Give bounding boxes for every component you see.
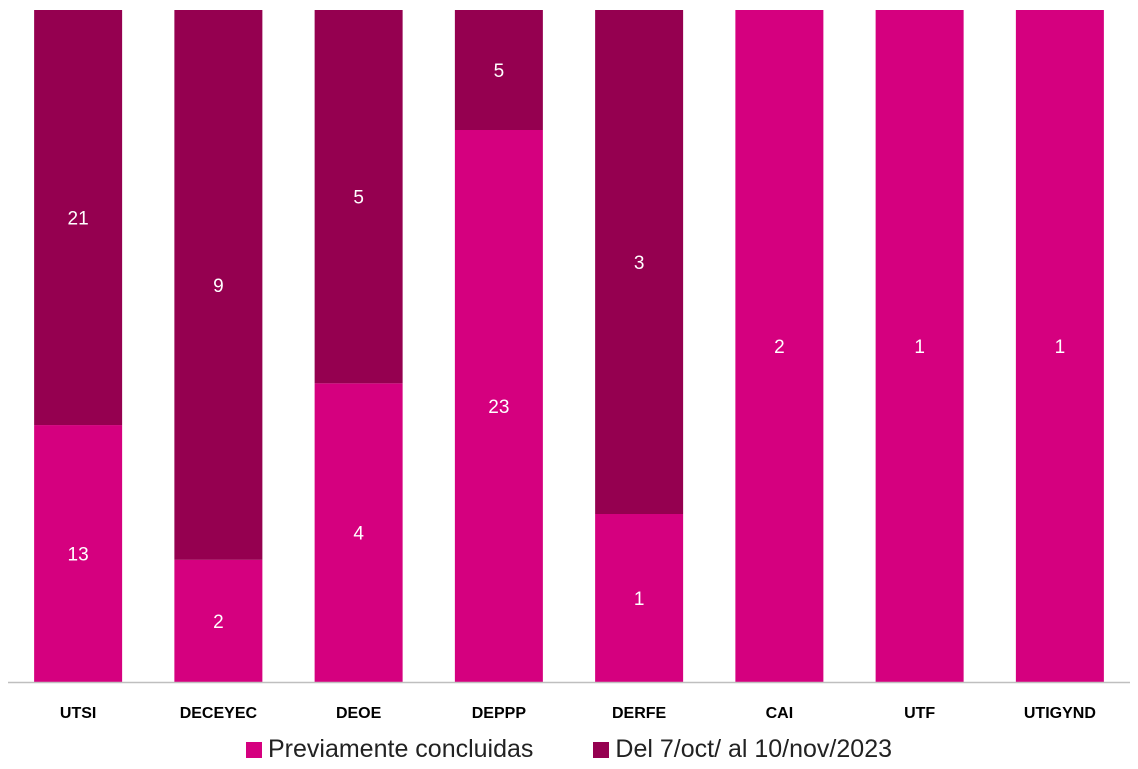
bar-deceyec-series-1[interactable] [174, 559, 263, 682]
category-label-deceyec: DECEYEC [180, 705, 258, 722]
data-label-deceyec-series-1: 2 [213, 612, 224, 633]
category-label-deoe: DEOE [336, 705, 382, 722]
data-label-deoe-series-2: 5 [353, 188, 364, 209]
legend-item-previamente[interactable]: Previamente concluidas [246, 735, 533, 764]
legend-label-del-oct-nov: Del 7/oct/ al 10/nov/2023 [615, 735, 892, 763]
bar-utigynd-series-1[interactable] [1015, 10, 1104, 682]
data-label-deoe-series-1: 4 [353, 524, 364, 545]
data-label-derfe-series-1: 1 [634, 589, 645, 610]
data-label-utsi-series-1: 13 [68, 545, 89, 566]
bar-derfe-series-2[interactable] [595, 10, 684, 514]
legend-swatch-del-oct-nov [593, 741, 610, 758]
bar-deppp-series-1[interactable] [454, 130, 543, 682]
bar-deceyec-series-2[interactable] [174, 10, 263, 560]
data-label-cai-series-1: 2 [774, 337, 785, 358]
legend: Previamente concluidas Del 7/oct/ al 10/… [0, 735, 1138, 764]
data-label-deceyec-series-2: 9 [213, 276, 224, 297]
legend-swatch-previamente [246, 741, 262, 758]
category-label-utf: UTF [904, 705, 935, 722]
bar-deppp-series-2[interactable] [454, 10, 543, 130]
category-label-derfe: DERFE [612, 705, 667, 722]
bar-cai-series-1[interactable] [735, 10, 824, 682]
bar-deoe-series-1[interactable] [314, 383, 403, 682]
category-labels: UTSI DECEYEC DEOE DEPPP DERFE CAI UTF UTIGYND [60, 705, 1096, 722]
category-label-utsi: UTSI [60, 705, 96, 722]
legend-item-del-oct-nov[interactable]: Del 7/oct/ al 10/nov/2023 [593, 735, 892, 764]
category-label-utigynd: UTIGYND [1024, 705, 1096, 722]
bar-utsi-series-1[interactable] [34, 425, 123, 682]
legend-label-previamente: Previamente concluidas [268, 735, 534, 763]
data-label-deppp-series-2: 5 [494, 61, 505, 82]
data-label-utsi-series-2: 21 [68, 209, 89, 230]
category-label-deppp: DEPPP [472, 705, 527, 722]
bar-utsi-series-2[interactable] [34, 10, 123, 426]
data-label-derfe-series-2: 3 [634, 253, 645, 274]
data-label-utf-series-1: 1 [914, 337, 925, 358]
data-label-deppp-series-1: 23 [488, 397, 509, 418]
category-label-cai: CAI [766, 705, 794, 722]
bar-derfe-series-1[interactable] [595, 514, 684, 682]
bar-deoe-series-2[interactable] [314, 10, 403, 384]
data-label-utigynd-series-1: 1 [1055, 337, 1066, 358]
bar-utf-series-1[interactable] [875, 10, 964, 682]
